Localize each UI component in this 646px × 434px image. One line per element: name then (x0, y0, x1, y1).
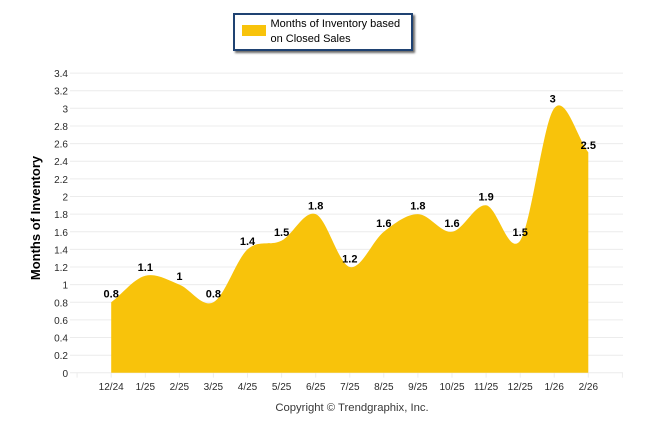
svg-text:12/25: 12/25 (508, 382, 533, 393)
svg-text:3/25: 3/25 (204, 382, 224, 393)
svg-text:7/25: 7/25 (340, 382, 360, 393)
svg-text:2/26: 2/26 (579, 382, 599, 393)
svg-text:1.5: 1.5 (513, 227, 528, 239)
svg-text:2.4: 2.4 (54, 157, 68, 168)
svg-text:4/25: 4/25 (238, 382, 258, 393)
svg-text:0.2: 0.2 (54, 351, 68, 362)
svg-text:1.2: 1.2 (342, 253, 357, 265)
svg-text:1.5: 1.5 (274, 227, 289, 239)
svg-text:1: 1 (62, 281, 68, 292)
svg-text:3: 3 (62, 104, 68, 115)
svg-text:0: 0 (62, 369, 68, 380)
svg-text:10/25: 10/25 (439, 382, 464, 393)
svg-text:1.4: 1.4 (54, 245, 68, 256)
svg-text:1.6: 1.6 (444, 218, 459, 230)
svg-text:1.8: 1.8 (308, 201, 323, 213)
svg-text:1.8: 1.8 (54, 210, 68, 221)
svg-text:1.1: 1.1 (138, 262, 153, 274)
svg-text:0.6: 0.6 (54, 316, 68, 327)
svg-text:0.4: 0.4 (54, 334, 68, 345)
svg-text:1: 1 (176, 271, 182, 283)
svg-text:2/25: 2/25 (170, 382, 190, 393)
svg-text:12/24: 12/24 (99, 382, 124, 393)
svg-text:6/25: 6/25 (306, 382, 326, 393)
svg-text:1/25: 1/25 (136, 382, 156, 393)
svg-text:5/25: 5/25 (272, 382, 292, 393)
svg-text:3.2: 3.2 (54, 87, 68, 98)
svg-text:2.8: 2.8 (54, 122, 68, 133)
svg-text:2.6: 2.6 (54, 140, 68, 151)
svg-text:11/25: 11/25 (474, 382, 499, 393)
svg-text:1/26: 1/26 (544, 382, 564, 393)
svg-text:1.6: 1.6 (376, 218, 391, 230)
svg-text:3.4: 3.4 (54, 69, 68, 80)
svg-text:1.6: 1.6 (54, 228, 68, 239)
svg-text:8/25: 8/25 (374, 382, 394, 393)
svg-text:1.9: 1.9 (478, 192, 493, 204)
svg-text:0.8: 0.8 (104, 289, 119, 301)
svg-text:1.8: 1.8 (410, 201, 425, 213)
svg-text:2: 2 (62, 193, 68, 204)
svg-text:0.8: 0.8 (206, 289, 221, 301)
svg-text:1.4: 1.4 (240, 236, 256, 248)
svg-text:0.8: 0.8 (54, 298, 68, 309)
svg-text:1.2: 1.2 (54, 263, 68, 274)
svg-text:3: 3 (550, 93, 556, 105)
svg-text:2.5: 2.5 (581, 140, 596, 152)
svg-text:2.2: 2.2 (54, 175, 68, 186)
svg-text:9/25: 9/25 (408, 382, 428, 393)
